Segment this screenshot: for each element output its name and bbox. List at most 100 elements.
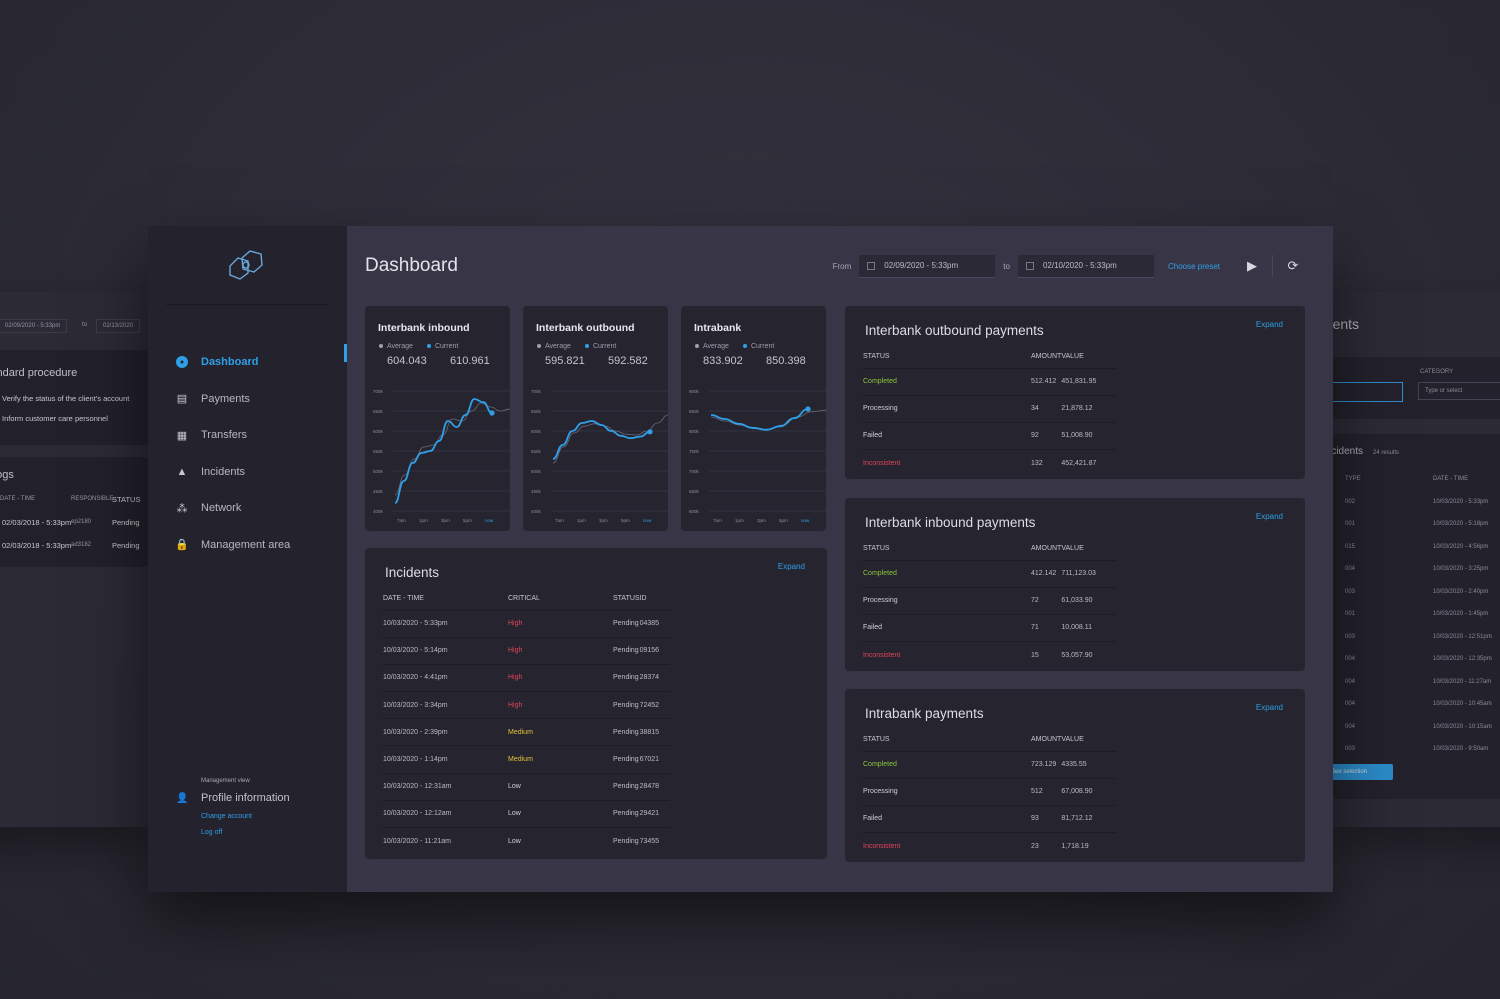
- table-cell: Medium: [508, 745, 613, 774]
- table-row[interactable]: 10/03/2020 - 12:12am Low Pending 29421: [383, 799, 670, 828]
- refresh-icon[interactable]: ⟳: [1287, 258, 1299, 273]
- table-cell: 512: [1031, 777, 1062, 806]
- sidebar-item-label: Dashboard: [201, 356, 259, 369]
- table-row[interactable]: Failed 93 81,712.12: [863, 804, 1117, 833]
- table-cell: 452,421.87: [1061, 449, 1117, 477]
- payments-card-intrabank-payments: Intrabank payments Expand STATUS AMOUNT VALU…: [845, 689, 1305, 862]
- legend-item: Current: [742, 343, 774, 350]
- bg-category-select: Type or select: [1418, 382, 1500, 400]
- bg-cell: DATE - TIME: [1433, 476, 1469, 482]
- play-icon[interactable]: ▶: [1247, 258, 1257, 273]
- change-account-link[interactable]: Change account: [201, 813, 252, 820]
- table-row[interactable]: Processing 34 21,878.12: [863, 394, 1117, 423]
- line-chart: 700k 650k 600k 550k 500k 450k 400k 7am 1pm 3pm 5pm…: [531, 389, 668, 523]
- expand-link[interactable]: Expand: [1255, 320, 1283, 329]
- bg-cell: 002: [1345, 498, 1356, 505]
- log-off-link[interactable]: Log off: [201, 829, 223, 836]
- table-cell: Failed: [863, 613, 1031, 642]
- table-row[interactable]: Failed 71 10,008.11: [863, 613, 1117, 642]
- date-to-value: 02/10/2020 - 5:33pm: [1042, 261, 1117, 270]
- legend-dot: [426, 344, 431, 349]
- table-row[interactable]: Processing 72 61,033.90: [863, 586, 1117, 615]
- table-cell: 51,008.90: [1061, 421, 1117, 450]
- table-row[interactable]: Completed 412.142 711,123.03: [863, 559, 1117, 588]
- table-cell: Pending: [613, 609, 640, 638]
- table-cell: Completed: [863, 367, 1031, 396]
- bg-col-header: RESPONSIBLE: [71, 496, 114, 502]
- table-row[interactable]: 10/03/2020 - 12:31am Low Pending 28478: [383, 772, 670, 801]
- table-row[interactable]: Inconsistent 132 452,421.87: [863, 449, 1117, 477]
- incidents-title: Incidents: [385, 565, 440, 580]
- column-header: CRITICAL: [508, 595, 540, 603]
- table-row[interactable]: 10/03/2020 - 11:21am Low Pending 73455: [383, 826, 670, 855]
- table-row[interactable]: Completed 512.412 451,831.95: [863, 367, 1117, 396]
- bg-date-to: 02/13/2020: [96, 319, 141, 333]
- sidebar-item-label: Incidents: [201, 465, 246, 478]
- legend-label: Average: [387, 343, 413, 350]
- bg-cell: 004: [1345, 701, 1356, 707]
- legend-item: Average: [537, 343, 571, 350]
- table-row[interactable]: Completed 723.129 4335.55: [863, 750, 1117, 779]
- table-row[interactable]: Processing 512 67,008.90: [863, 777, 1117, 806]
- table-cell: Medium: [508, 718, 613, 746]
- calendar-icon: [867, 261, 876, 270]
- bg-cell: ep2180: [71, 519, 92, 525]
- table-row[interactable]: Failed 92 51,008.90: [863, 421, 1117, 450]
- card-title: Intrabank payments: [865, 706, 984, 721]
- table-row[interactable]: 10/03/2020 - 5:14pm High Pending 09156: [383, 636, 670, 665]
- table-row[interactable]: 10/03/2020 - 3:34pm High Pending 72452: [383, 691, 670, 719]
- table-cell: Low: [508, 772, 613, 801]
- expand-link[interactable]: Expand: [1255, 703, 1283, 712]
- table-row[interactable]: 10/03/2020 - 1:14pm Medium Pending 67021: [383, 745, 670, 774]
- sidebar-item-transfers[interactable]: ▦ Transfers: [176, 417, 290, 454]
- x-tick-label: 3pm: [599, 518, 608, 523]
- y-tick-label: 500k: [373, 469, 384, 474]
- y-tick-label: 850k: [689, 409, 700, 414]
- bg-cell: 10/03/2020 - 1:45pm: [1433, 611, 1489, 617]
- sidebar-item-payments[interactable]: ▤ Payments: [176, 381, 290, 418]
- bg-cell: 004: [1345, 566, 1356, 572]
- x-tick-label: 1pm: [419, 518, 428, 523]
- sidebar-item-incidents[interactable]: ▲ Incidents: [176, 454, 290, 491]
- y-tick-label: 650k: [373, 409, 384, 414]
- date-from-input[interactable]: 02/09/2020 - 5:33pm: [859, 254, 996, 278]
- sidebar-item-dashboard[interactable]: ● Dashboard: [176, 344, 290, 381]
- current-point[interactable]: [489, 410, 495, 416]
- dashboard-icon: ●: [176, 356, 188, 369]
- chart-legend: Average Current: [537, 343, 616, 350]
- column-header: AMOUNT: [1031, 545, 1062, 553]
- legend-item: Current: [426, 343, 458, 350]
- table-cell: Pending: [613, 663, 640, 692]
- kpi-card-interbank-outbound: Interbank outbound Average Current 595.821 5…: [523, 306, 668, 531]
- bg-col-header: STATUS: [112, 495, 141, 504]
- sidebar-item-network[interactable]: ⁂ Network: [176, 490, 290, 527]
- table-cell: Failed: [863, 804, 1031, 833]
- table-row[interactable]: 10/03/2020 - 5:33pm High Pending 04385: [383, 609, 670, 638]
- bg-cell: 003: [1345, 746, 1356, 752]
- table-cell: 723.129: [1031, 750, 1062, 779]
- table-row[interactable]: 10/03/2020 - 2:39pm Medium Pending 38815: [383, 718, 670, 746]
- x-tick-label: 1pm: [735, 518, 744, 523]
- profile-label: Profile information: [201, 792, 290, 804]
- profile-information-link[interactable]: 👤 Profile information: [176, 792, 290, 804]
- sidebar-item-management-area[interactable]: 🔒 Management area: [175, 527, 290, 564]
- current-point[interactable]: [647, 429, 653, 435]
- table-row[interactable]: Inconsistent 15 53,057.90: [863, 641, 1117, 669]
- bg-cell: 003: [1345, 633, 1356, 640]
- current-point[interactable]: [805, 406, 811, 412]
- app-window: ● Dashboard ▤ Payments ▦ Transfers ▲ Incidents ⁂…: [148, 226, 1333, 892]
- table-cell: 21,878.12: [1061, 394, 1117, 423]
- incidents-expand-link[interactable]: Expand: [777, 562, 805, 571]
- bg-results: 24 results: [1373, 450, 1400, 456]
- table-row[interactable]: 10/03/2020 - 4:41pm High Pending 28374: [383, 663, 670, 692]
- bg-cell: 004: [1345, 678, 1356, 685]
- date-to-input[interactable]: 02/10/2020 - 5:33pm: [1017, 254, 1154, 278]
- bg-category-label: CATEGORY: [1420, 369, 1454, 375]
- bg-procedure-card: Standard procedure Verify the status of …: [0, 350, 148, 445]
- expand-link[interactable]: Expand: [1255, 512, 1283, 521]
- choose-preset-link[interactable]: Choose preset: [1167, 261, 1220, 271]
- sidebar-item-label: Network: [201, 502, 242, 515]
- table-cell: Pending: [613, 718, 640, 746]
- y-tick-label: 450k: [531, 489, 542, 494]
- table-row[interactable]: Inconsistent 23 1,718.19: [863, 832, 1117, 860]
